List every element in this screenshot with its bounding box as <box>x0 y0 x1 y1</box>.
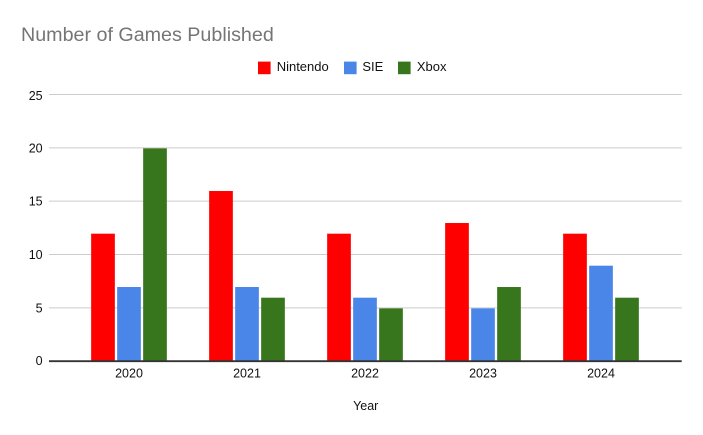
svg-text:Year: Year <box>353 399 378 413</box>
svg-text:25: 25 <box>29 89 43 103</box>
svg-text:2023: 2023 <box>469 367 497 381</box>
svg-text:2024: 2024 <box>587 367 615 381</box>
svg-text:SIE: SIE <box>362 59 383 74</box>
svg-text:0: 0 <box>36 354 43 368</box>
svg-text:5: 5 <box>36 301 43 315</box>
svg-text:Number of Games Published: Number of Games Published <box>21 24 274 46</box>
svg-text:20: 20 <box>29 141 43 155</box>
svg-text:Nintendo: Nintendo <box>277 59 329 74</box>
svg-text:2021: 2021 <box>233 367 261 381</box>
svg-text:15: 15 <box>29 195 43 209</box>
svg-text:10: 10 <box>29 248 43 262</box>
svg-text:2020: 2020 <box>115 367 143 381</box>
svg-text:2022: 2022 <box>351 367 379 381</box>
svg-text:Xbox: Xbox <box>417 59 447 74</box>
